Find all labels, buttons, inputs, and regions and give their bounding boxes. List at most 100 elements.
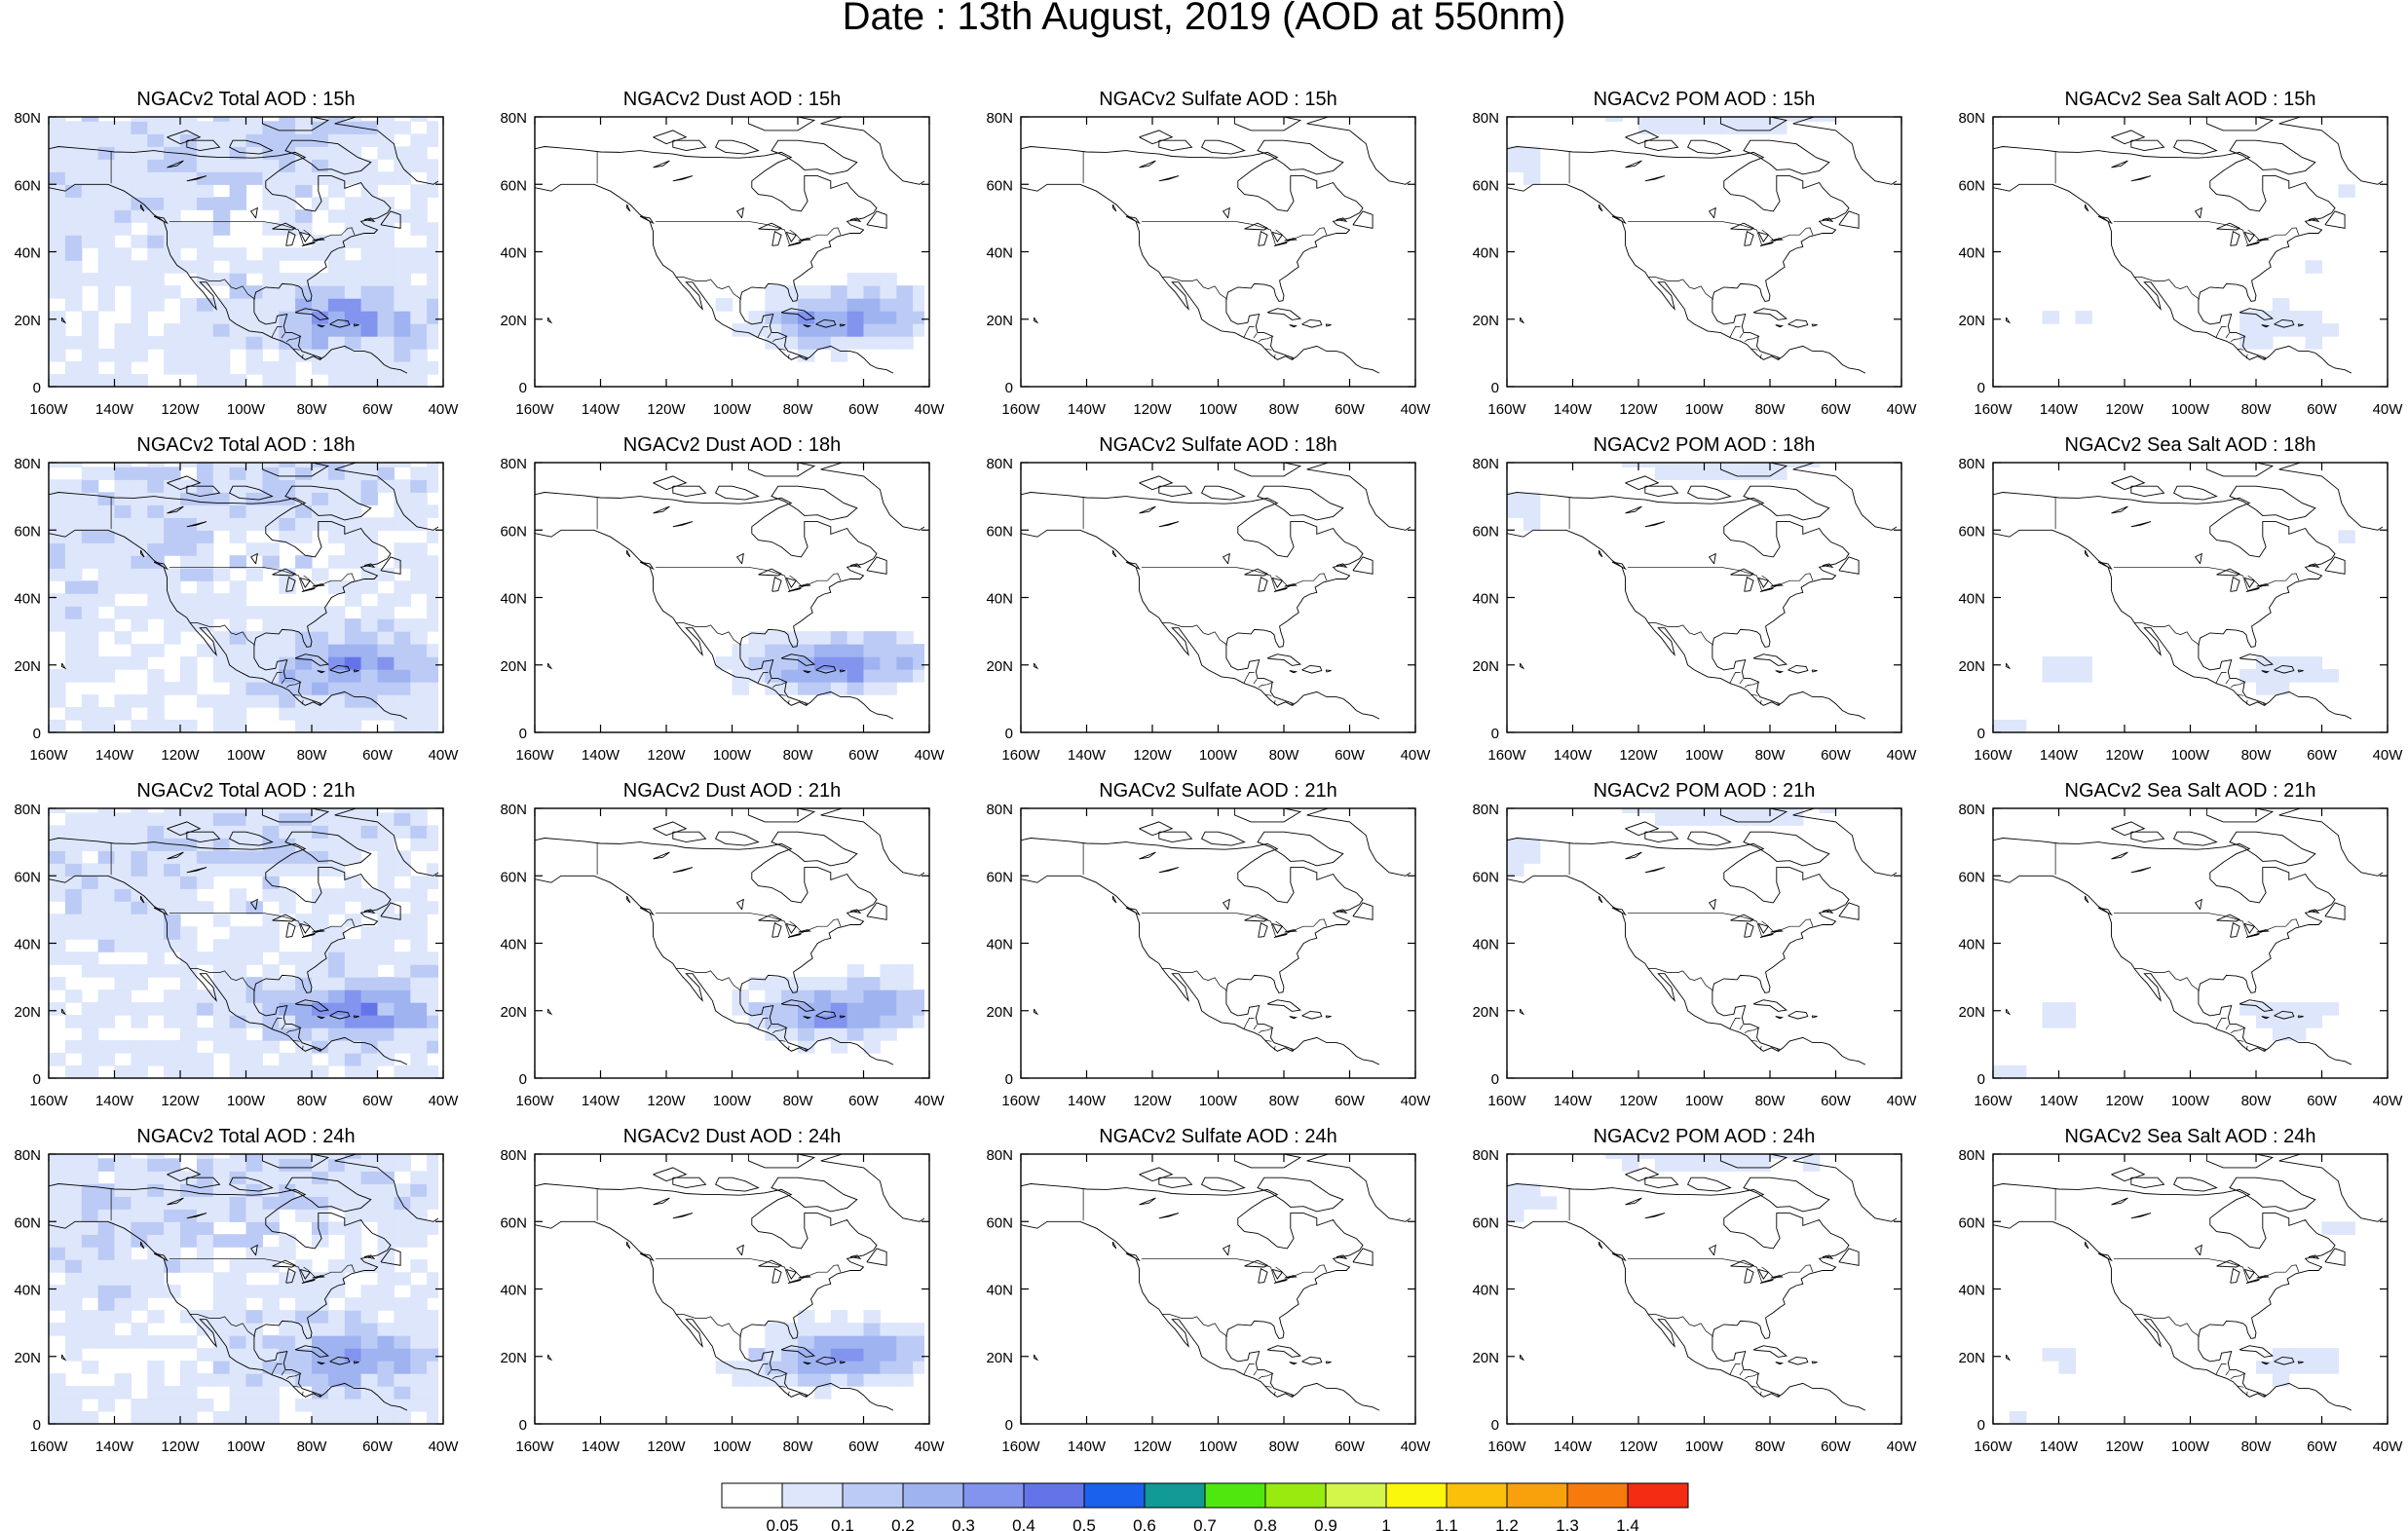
coastline-path [1336,563,1348,568]
aod-cell [344,336,362,350]
aod-cell [344,1399,362,1412]
aod-cell [164,1158,181,1172]
panel-title: NGACv2 Sulfate AOD : 15h [1099,89,1337,110]
aod-cell [1737,467,1754,480]
lake-path [1759,933,1774,939]
aod-cell [312,825,329,839]
aod-cell [196,1234,214,1248]
aod-cell [327,146,346,160]
aod-cell [229,1297,247,1311]
aod-cell [64,273,83,286]
aod-cell [64,901,83,915]
aod-cell [327,808,346,813]
border-path [767,679,771,685]
border-path [2245,1045,2248,1051]
aod-cell [229,184,247,198]
aod-cell [327,184,346,198]
aod-cell [49,1399,66,1412]
border-path [2113,220,2300,246]
aod-cell [147,222,165,236]
coastline-path [2130,1176,2165,1189]
lake-path [1730,1259,1755,1268]
aod-cell [64,479,83,493]
aod-cell [81,1053,99,1066]
aod-cell [1704,463,1721,467]
coastline-path [2097,907,2113,916]
border-path [1141,912,1328,938]
lake-path [2130,867,2152,874]
aod-cell [427,990,438,1003]
aod-cell [360,1171,379,1184]
aod-cell [327,720,346,733]
border-path [787,699,790,705]
aod-cell [49,1158,66,1172]
aod-cell [279,669,296,683]
aod-cell [360,964,379,978]
aod-cell [196,504,214,518]
aod-cell [114,1234,132,1248]
aod-cell [212,669,231,683]
aod-cell [81,1272,99,1286]
aod-cell [798,977,815,990]
border-path [319,702,321,706]
aod-cell [2256,682,2274,695]
aod-cell [798,349,815,362]
colorbar-swatch [962,1482,1025,1509]
aod-cell [262,1373,280,1387]
aod-cell [2256,669,2274,683]
aod-cell [64,209,83,223]
aod-cell [344,298,362,312]
aod-cell [81,1386,99,1400]
aod-cell [781,977,799,990]
aod-cell [262,1158,280,1172]
coastline-path [1775,1016,1785,1020]
x-tick-label: 60W [848,401,880,418]
coastline-path [1112,549,1117,558]
aod-cell [1654,812,1673,826]
y-tick-label: 80N [1958,1147,1985,1164]
border-path [2238,1039,2244,1042]
aod-cell [295,1373,313,1387]
aod-cell [377,838,395,851]
coastline-path [771,139,858,175]
aod-cell [81,209,99,223]
aod-cell [798,1310,815,1324]
aod-cell [344,159,362,172]
coastline-path [653,1167,688,1182]
y-tick-label: 60N [986,869,1013,885]
aod-cell [2305,1361,2323,1374]
coastline-path [1838,902,1860,920]
border-path [1291,356,1294,360]
coastline-path [1257,1176,1344,1213]
aod-cell [2256,1002,2274,1016]
aod-cell [295,863,313,877]
aod-cell [1605,1154,1623,1159]
aod-cell [327,1171,346,1184]
aod-cell [196,184,214,198]
aod-cell [410,323,428,337]
aod-cell [1737,463,1754,467]
aod-cell [344,1065,362,1079]
aod-cell [427,720,438,733]
aod-cell [295,1285,313,1298]
aod-cell [427,133,438,147]
x-tick-label: 160W [1487,1093,1526,1109]
aod-cell [212,838,231,851]
aod-cell [131,273,148,286]
aod-cell [813,1002,832,1016]
aod-cell [327,1053,346,1066]
coastline-path [2314,1390,2352,1411]
aod-cell [748,1015,766,1028]
lake-path [1139,505,1156,514]
aod-cell [2321,1002,2339,1016]
aod-cell [295,463,313,467]
aod-cell [312,247,329,261]
coastline-path [803,1362,812,1365]
aod-cell [97,1272,116,1286]
aod-cell [180,235,198,248]
aod-cell [114,171,132,185]
lake-path [758,568,783,577]
aod-shading [49,1154,438,1425]
aod-cell [64,1183,83,1197]
x-tick-label: 120W [647,1093,686,1109]
